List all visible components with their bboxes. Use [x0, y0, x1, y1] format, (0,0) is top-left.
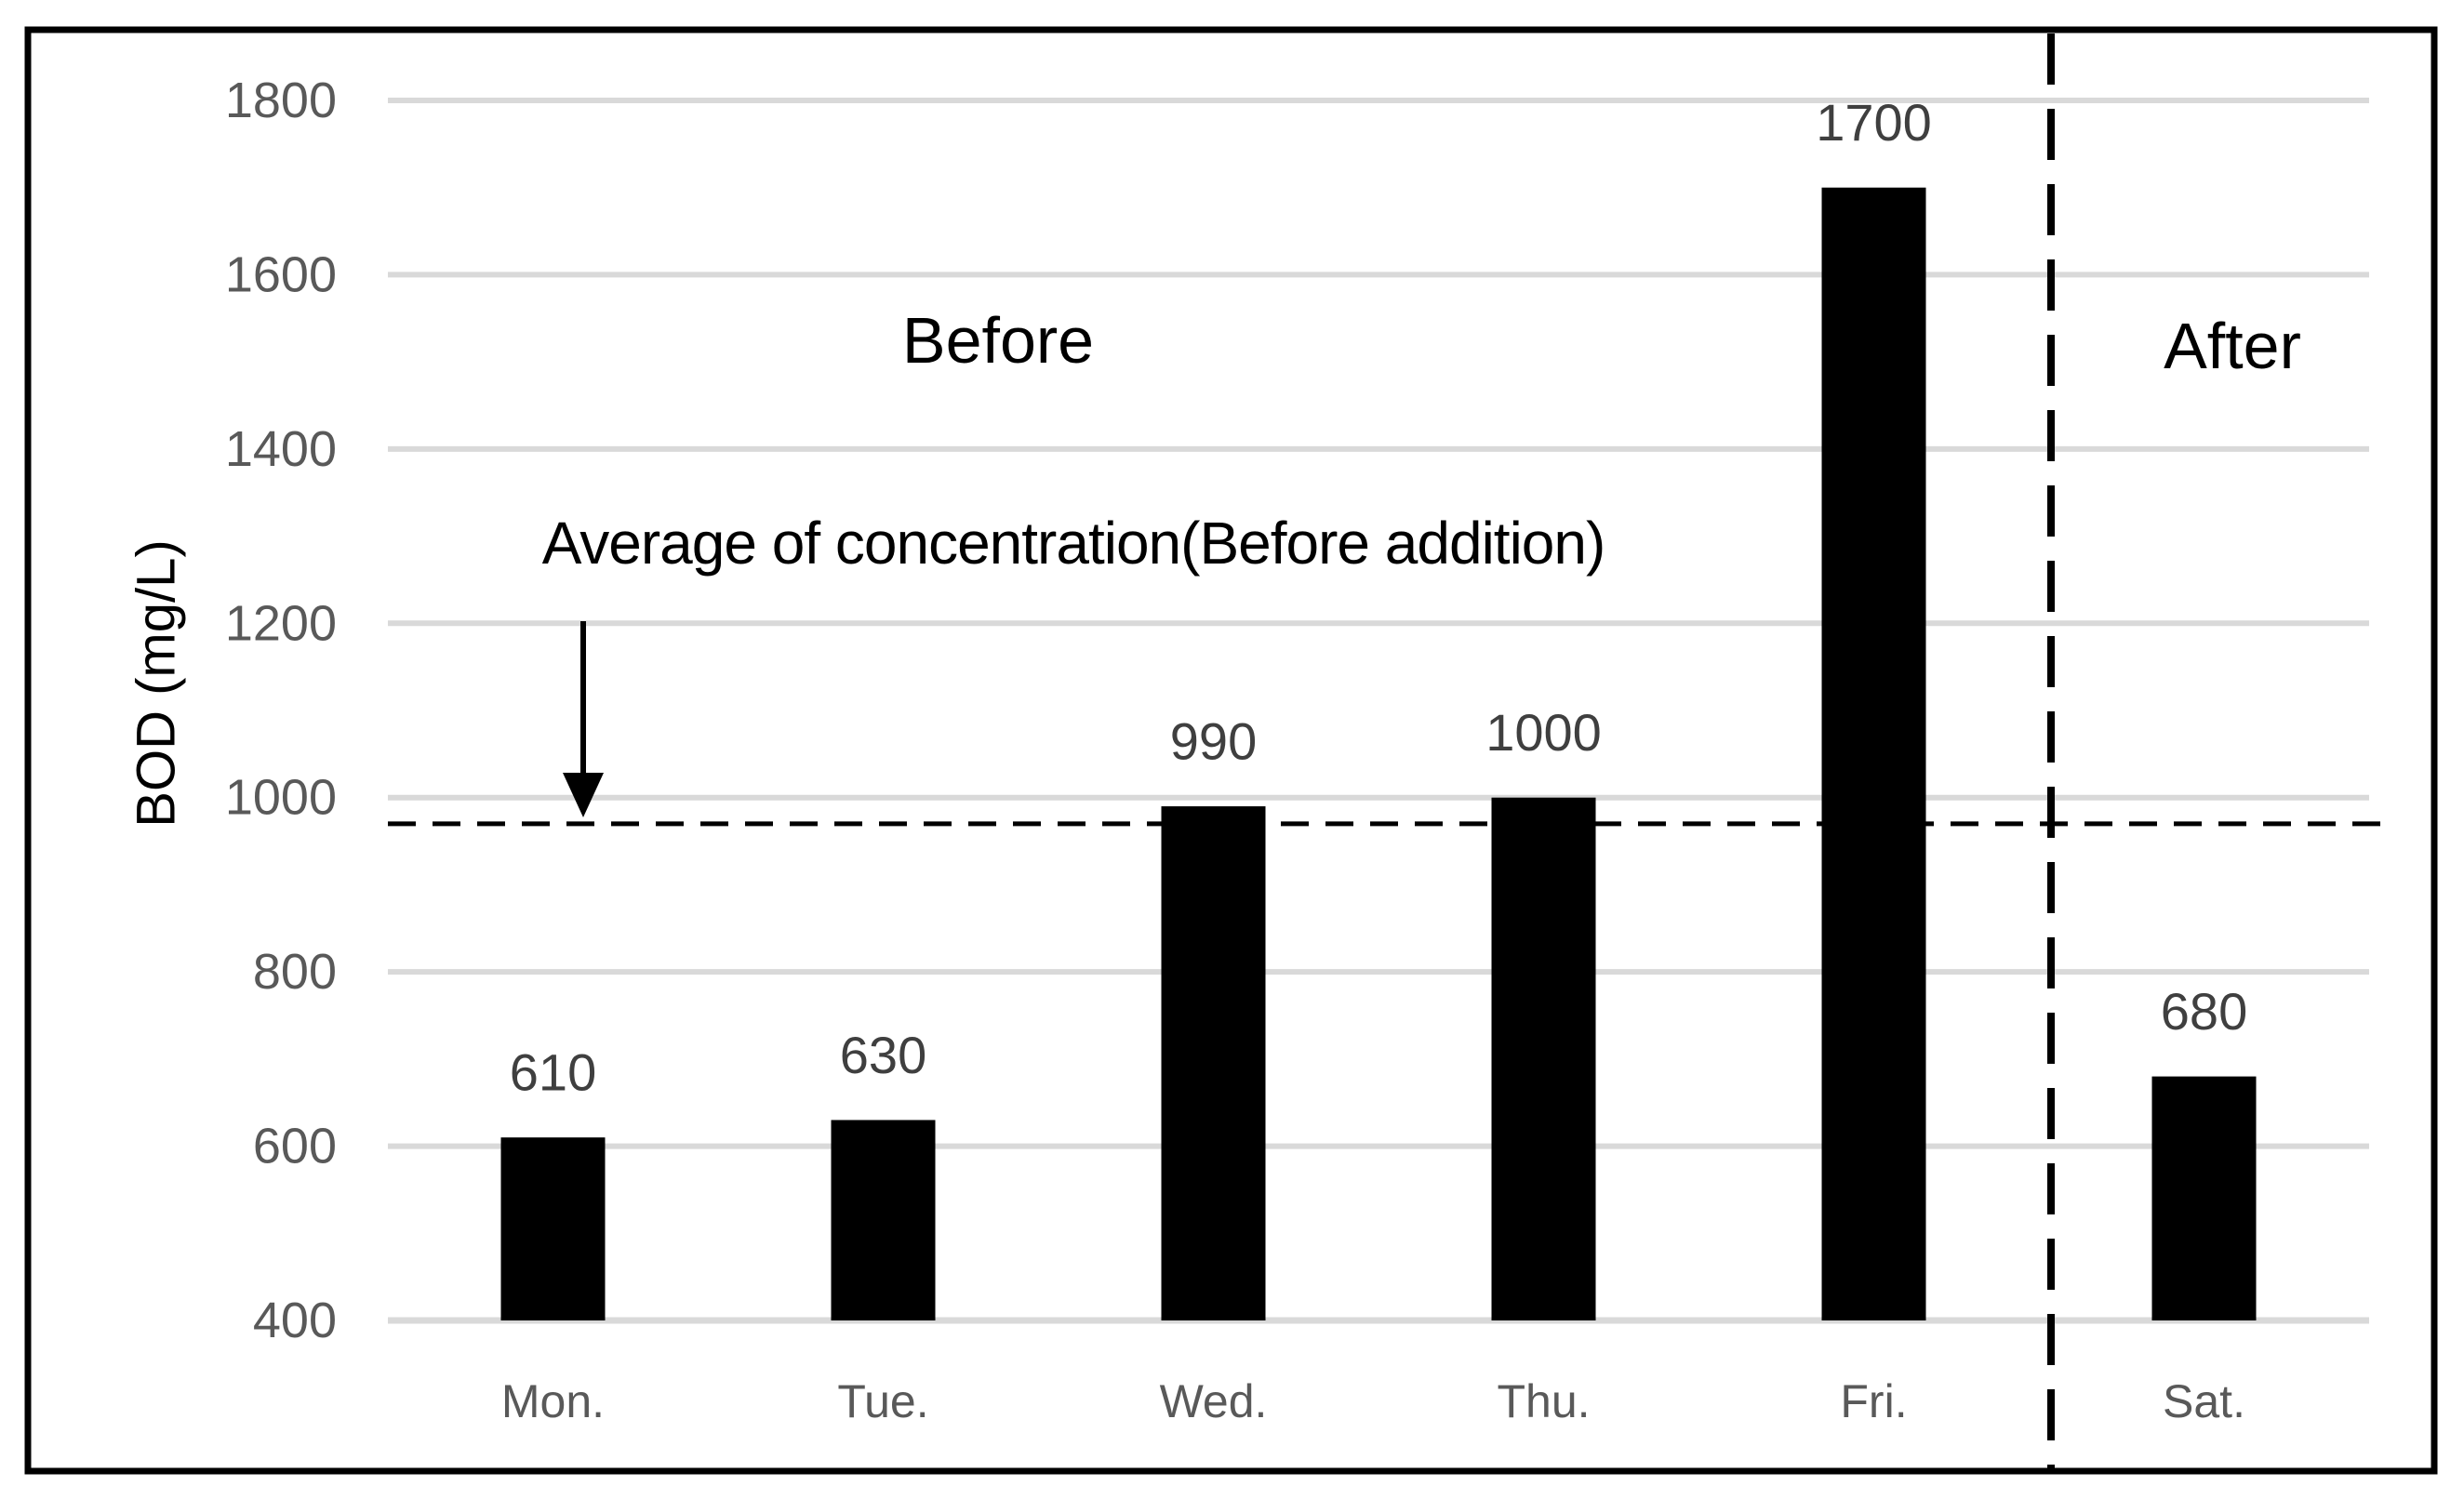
y-tick-label-1200: 1200	[225, 595, 337, 651]
average-annotation-arrow	[563, 621, 604, 817]
bar-sat	[2151, 1076, 2257, 1320]
value-label-fri: 1700	[1816, 93, 1932, 152]
x-tick-label-mon: Mon.	[501, 1375, 605, 1427]
bar-mon	[500, 1137, 606, 1320]
y-tick-label-1800: 1800	[225, 73, 337, 128]
y-tick-label-1600: 1600	[225, 246, 337, 302]
value-labels-layer: 610 630 990 1000 1700 680	[510, 93, 2247, 1101]
y-tick-label-800: 800	[253, 944, 337, 1000]
value-label-tue: 630	[840, 1026, 926, 1084]
x-tick-label-wed: Wed.	[1160, 1375, 1268, 1427]
arrow-head-icon	[563, 773, 604, 817]
value-label-sat: 680	[2161, 982, 2247, 1041]
bar-fri	[1821, 187, 1926, 1321]
x-tick-label-sat: Sat.	[2163, 1375, 2245, 1427]
x-tick-label-thu: Thu.	[1497, 1375, 1590, 1427]
bar-wed	[1161, 806, 1266, 1320]
bar-tue	[831, 1120, 936, 1320]
y-tick-label-1400: 1400	[225, 421, 337, 477]
y-tick-labels-layer: 1800 1600 1400 1200 1000 800 600 400	[225, 73, 337, 1348]
gridlines-layer	[388, 98, 2369, 1324]
bar-thu	[1491, 797, 1596, 1320]
y-tick-label-1000: 1000	[225, 770, 337, 826]
after-region-label: After	[2164, 310, 2301, 382]
y-tick-label-400: 400	[253, 1293, 337, 1348]
value-label-wed: 990	[1170, 712, 1257, 771]
value-label-mon: 610	[510, 1043, 596, 1102]
value-label-thu: 1000	[1485, 703, 1602, 762]
x-tick-label-fri: Fri.	[1840, 1375, 1907, 1427]
bars-layer	[500, 187, 2257, 1321]
before-region-label: Before	[902, 304, 1094, 377]
y-tick-label-600: 600	[253, 1119, 337, 1174]
average-annotation-label: Average of concentration(Before addition…	[542, 510, 1605, 577]
x-tick-labels-layer: Mon. Tue. Wed. Thu. Fri. Sat.	[501, 1375, 2245, 1427]
y-axis-title: BOD (mg/L)	[127, 539, 187, 827]
x-tick-label-tue: Tue.	[837, 1375, 928, 1427]
